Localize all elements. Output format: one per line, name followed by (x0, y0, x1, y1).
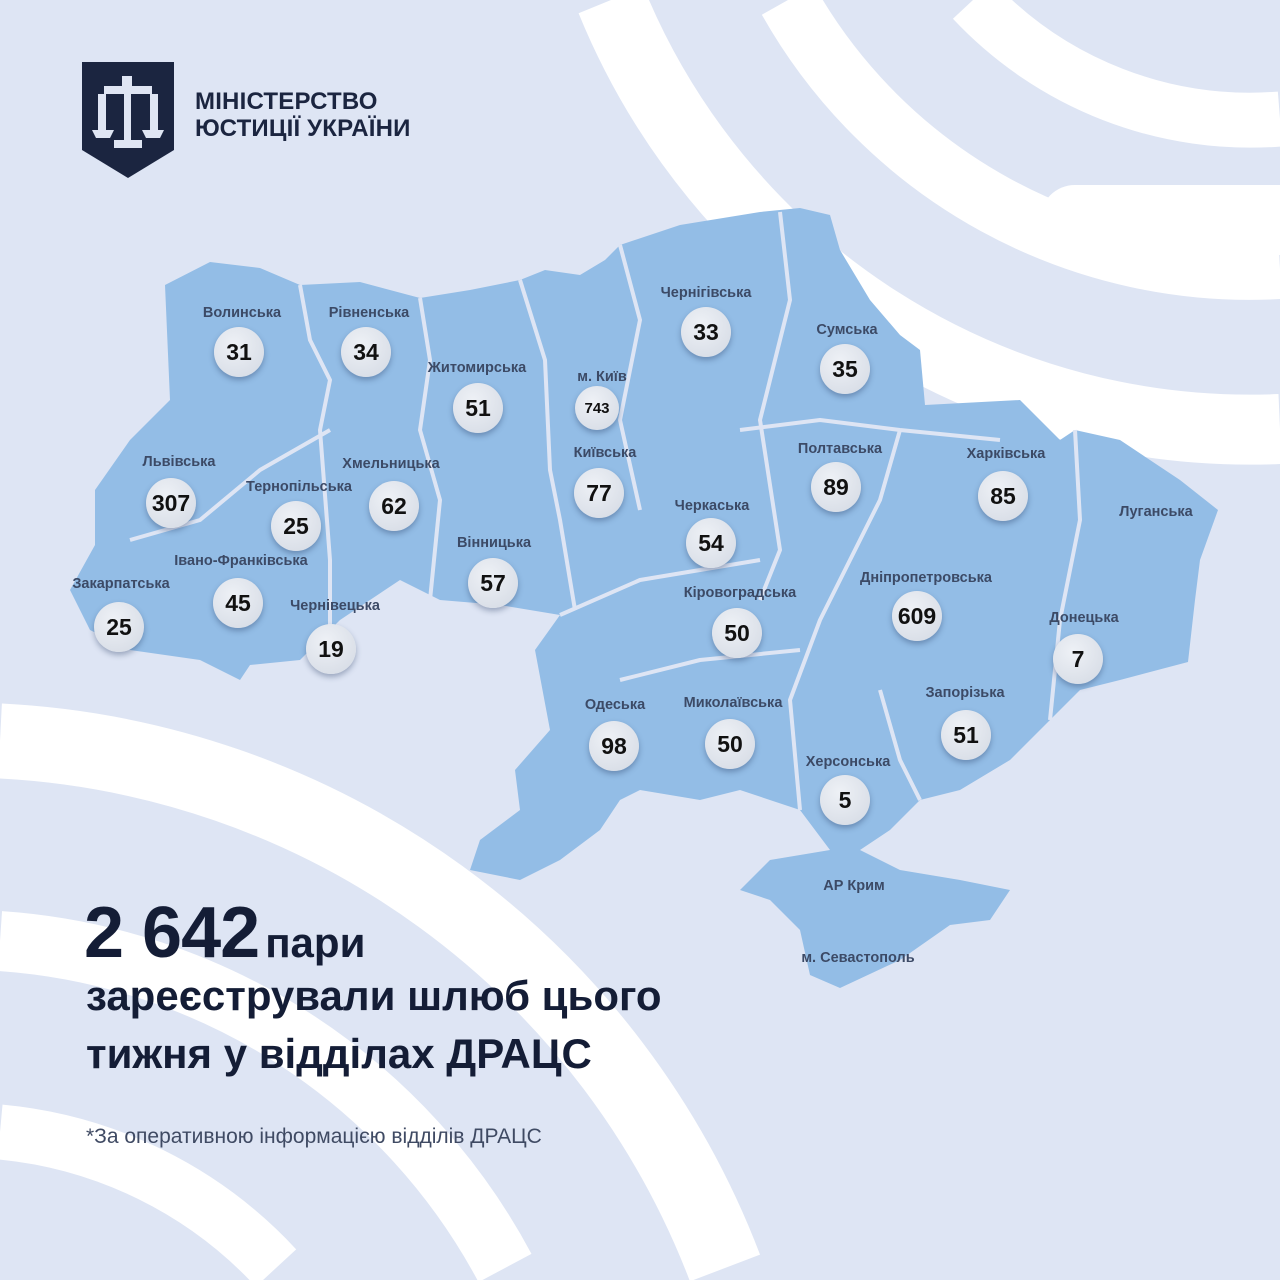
region-count-badge: 743 (575, 386, 619, 430)
region-count-badge: 57 (468, 558, 518, 608)
region-label: м. Севастополь (801, 950, 915, 966)
region-label: Закарпатська (72, 576, 170, 592)
region-count-badge: 85 (978, 471, 1028, 521)
region-count-badge: 33 (681, 307, 731, 357)
region-label: Луганська (1119, 504, 1193, 520)
total-count: 2 642 (84, 893, 260, 973)
region-count-badge: 7 (1053, 634, 1103, 684)
footnote: *За оперативною інформацією відділів ДРА… (86, 1125, 542, 1148)
region-count-badge: 5 (820, 775, 870, 825)
region-label: Миколаївська (683, 695, 783, 711)
region-label: Донецька (1049, 610, 1119, 626)
region-label: Одеська (584, 697, 646, 713)
headline-line2: зареєстрували шлюб цього (86, 972, 662, 1019)
region-count-badge: 77 (574, 468, 624, 518)
region-count-badge: 45 (213, 578, 263, 628)
region-label: Черкаська (674, 498, 750, 514)
ministry-name-line1: МІНІСТЕРСТВО (195, 88, 378, 115)
ministry-name: МІНІСТЕРСТВО ЮСТИЦІЇ УКРАЇНИ (195, 88, 411, 142)
region-label: АР Крим (823, 878, 885, 894)
region-count-badge: 62 (369, 481, 419, 531)
region-count-badge: 50 (705, 719, 755, 769)
region-count-badge: 51 (941, 710, 991, 760)
region-label: Житомирська (427, 360, 527, 376)
region-label: Хмельницька (342, 456, 440, 472)
region-label: м. Київ (577, 369, 627, 385)
scales-shield-icon (82, 62, 174, 178)
region-label: Херсонська (805, 754, 891, 770)
region-label: Харківська (966, 446, 1046, 462)
region-count-badge: 98 (589, 721, 639, 771)
region-label: Київська (573, 445, 637, 461)
region-count-badge: 25 (94, 602, 144, 652)
region-count-badge: 609 (892, 591, 942, 641)
region-label: Кіровоградська (683, 585, 797, 601)
region-count-badge: 31 (214, 327, 264, 377)
region-label: Полтавська (797, 441, 883, 457)
region-count-badge: 35 (820, 344, 870, 394)
ukraine-map (70, 208, 1218, 988)
headline-total: 2 642 пари (84, 892, 365, 974)
region-count-badge: 25 (271, 501, 321, 551)
region-count-badge: 50 (712, 608, 762, 658)
region-label: Сумська (816, 322, 878, 338)
region-label: Вінницька (456, 535, 532, 551)
region-label: Львівська (142, 454, 216, 470)
ministry-logo (82, 62, 174, 183)
region-label: Запорізька (925, 685, 1005, 701)
region-label: Чернівецька (290, 598, 380, 614)
region-label: Дніпропетровська (860, 570, 992, 586)
region-label: Рівненська (328, 305, 410, 321)
region-count-badge: 34 (341, 327, 391, 377)
region-label: Волинська (202, 305, 282, 321)
region-count-badge: 89 (811, 462, 861, 512)
region-label: Чернігівська (660, 285, 752, 301)
region-label: Тернопільська (246, 479, 352, 495)
total-unit: пари (265, 919, 366, 966)
region-count-badge: 54 (686, 518, 736, 568)
ministry-name-line2: ЮСТИЦІЇ УКРАЇНИ (195, 115, 411, 142)
region-count-badge: 51 (453, 383, 503, 433)
region-label: Івано-Франківська (174, 553, 308, 569)
headline-line3: тижня у відділах ДРАЦС (86, 1030, 592, 1077)
region-count-badge: 19 (306, 624, 356, 674)
region-count-badge: 307 (146, 478, 196, 528)
